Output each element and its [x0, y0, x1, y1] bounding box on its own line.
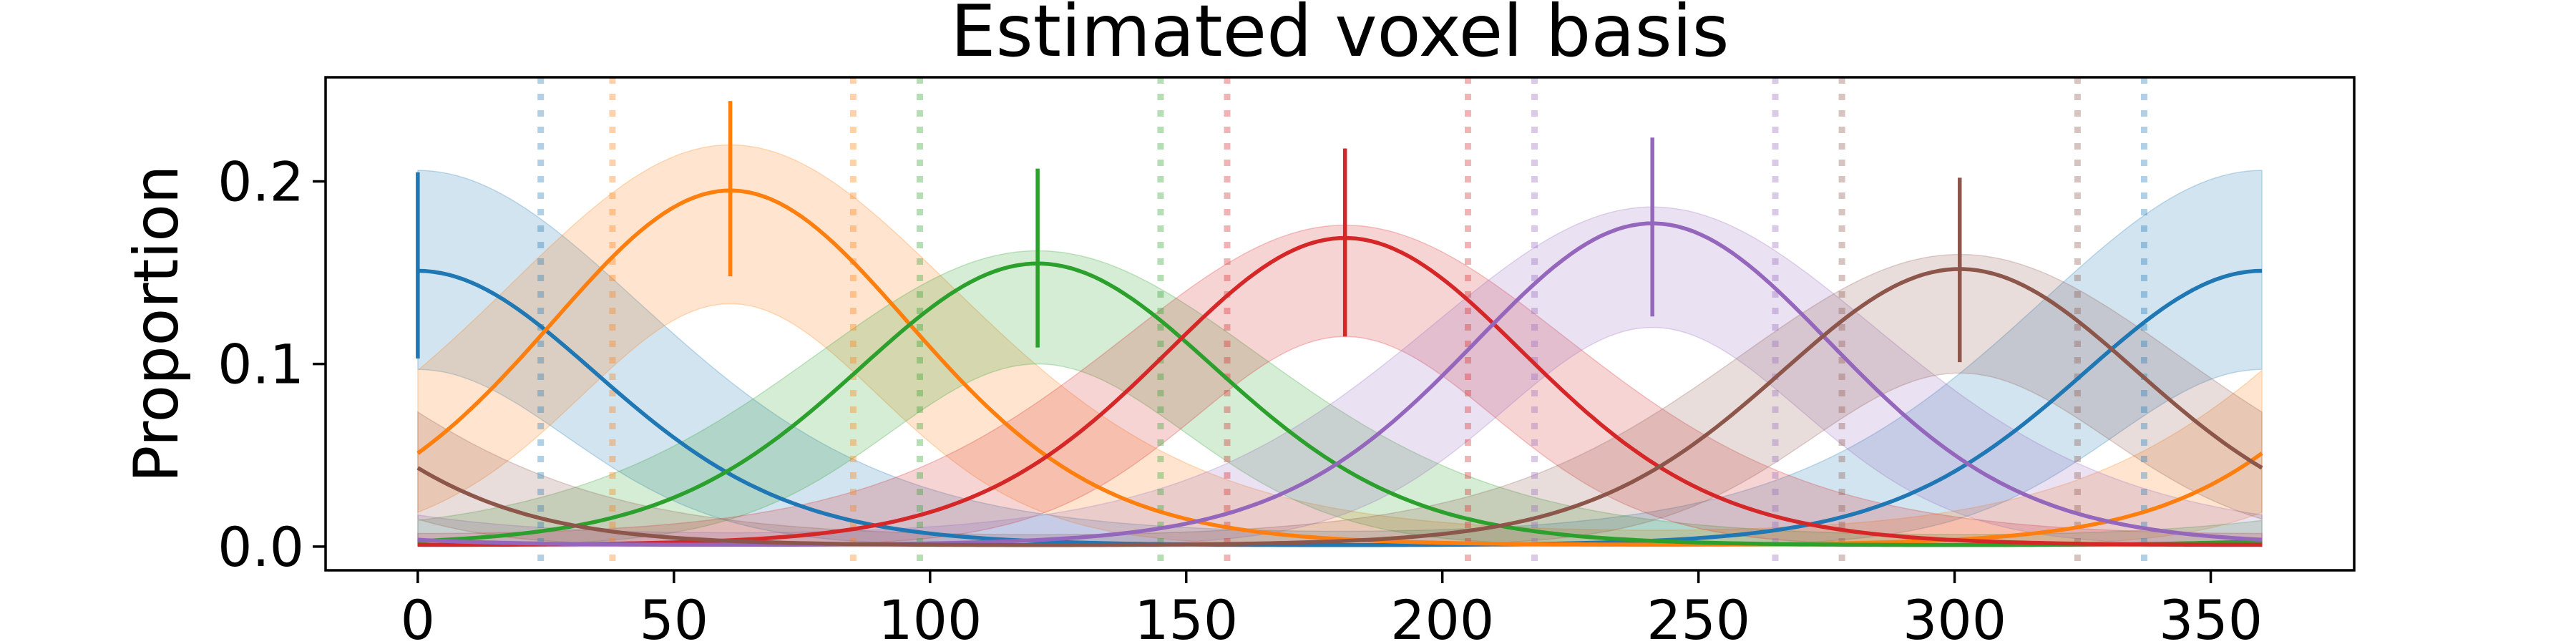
x-tick-label: 100 [878, 588, 982, 644]
y-axis-ticks: 0.0 0.1 0.2 [218, 150, 326, 579]
plot-frame [324, 76, 2356, 572]
y-axis-label: Proportion [121, 165, 192, 483]
x-tick-label: 250 [1646, 588, 1750, 644]
band-series-1 [417, 144, 2263, 547]
uncertainty-bands [417, 144, 2263, 547]
x-tick-label: 150 [1134, 588, 1238, 644]
y-tick-label: 0.0 [218, 515, 304, 579]
curve-series-4 [417, 221, 2263, 547]
y-tick-label: 0.2 [218, 150, 304, 213]
curve-series-5 [416, 267, 2263, 547]
x-axis-ticks: 0 50 100 150 200 250 300 350 [401, 570, 2263, 644]
basis-curves [416, 188, 2263, 547]
x-tick-label: 0 [401, 588, 435, 644]
chart-title: Estimated voxel basis [950, 0, 1729, 73]
x-tick-label: 300 [1903, 588, 2006, 644]
peak-markers [416, 101, 1962, 363]
curve-series-2 [417, 261, 2263, 547]
x-tick-label: 350 [2159, 588, 2263, 644]
x-tick-label: 200 [1390, 588, 1494, 644]
y-tick-label: 0.1 [218, 333, 304, 396]
x-tick-label: 50 [639, 588, 708, 644]
